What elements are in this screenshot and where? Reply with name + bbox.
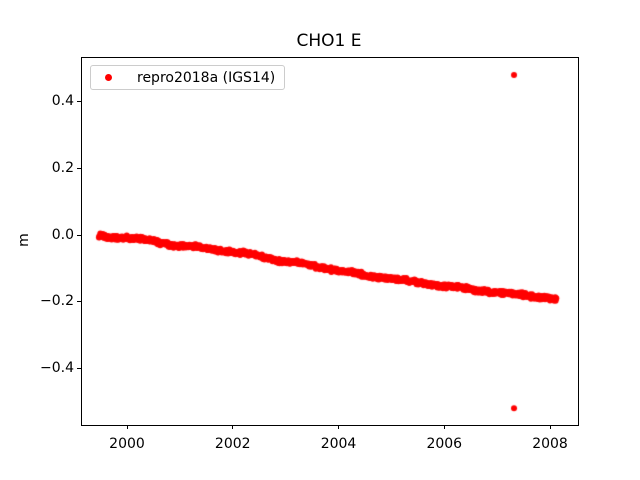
y-tick-label: −0.2	[40, 293, 74, 310]
x-tick-mark	[549, 425, 551, 429]
legend: repro2018a (IGS14)	[90, 65, 285, 90]
y-tick-mark	[77, 234, 81, 236]
x-tick-mark	[232, 425, 234, 429]
x-tick-label: 2004	[320, 436, 357, 452]
y-tick-label: 0.2	[51, 159, 74, 176]
x-tick-mark	[338, 425, 340, 429]
y-tick-mark	[77, 368, 81, 370]
y-tick-mark	[77, 301, 81, 303]
legend-red-dot-icon	[105, 74, 112, 81]
x-tick-label: 2002	[214, 436, 251, 452]
y-tick-mark	[77, 101, 81, 103]
y-tick-label: 0.4	[51, 93, 74, 110]
scatter-points-canvas	[82, 58, 578, 425]
y-tick-label: 0.0	[51, 226, 74, 243]
x-tick-mark	[126, 425, 128, 429]
legend-entry-label: repro2018a (IGS14)	[137, 69, 276, 86]
x-tick-label: 2008	[532, 436, 568, 452]
plot-area: repro2018a (IGS14)	[81, 57, 579, 426]
x-tick-label: 2006	[426, 436, 463, 452]
y-tick-label: −0.4	[40, 360, 74, 377]
y-tick-mark	[77, 167, 81, 169]
x-tick-label: 2000	[109, 436, 145, 452]
x-tick-mark	[443, 425, 445, 429]
chart-title: CHO1 E	[296, 31, 362, 51]
